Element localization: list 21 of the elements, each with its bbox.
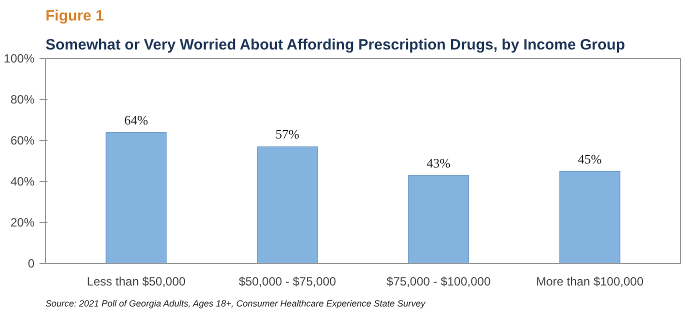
y-tick-label: 80%: [10, 92, 35, 106]
data-label: 57%: [275, 126, 300, 142]
y-tick-label: 40%: [10, 174, 35, 188]
chart-subtitle: Somewhat or Very Worried About Affording Prescription Drugs, by Income Group: [46, 36, 626, 54]
y-tick-label: 20%: [10, 216, 35, 230]
x-tick-label: Less than $50,000: [86, 274, 186, 288]
source-note: Source: 2021 Poll of Georgia Adults, Ages 18+, Consumer Healthcare Experience State Survey: [46, 298, 426, 308]
x-tick-label: $75,000 - $100,000: [386, 274, 491, 288]
bar: [106, 132, 167, 264]
x-tick-label: More than $100,000: [536, 274, 644, 288]
chart-title: Figure 1: [46, 8, 104, 24]
data-label: 64%: [124, 112, 148, 128]
bar: [256, 146, 318, 264]
bar: [559, 171, 620, 264]
y-tick-label: 100%: [4, 52, 35, 66]
x-tick-label: $50,000 - $75,000: [238, 274, 336, 288]
y-tick-label: 0: [28, 256, 35, 270]
y-tick-label: 60%: [10, 134, 35, 148]
data-label: 45%: [578, 151, 602, 166]
bar: [408, 175, 470, 264]
data-label: 43%: [426, 155, 451, 170]
